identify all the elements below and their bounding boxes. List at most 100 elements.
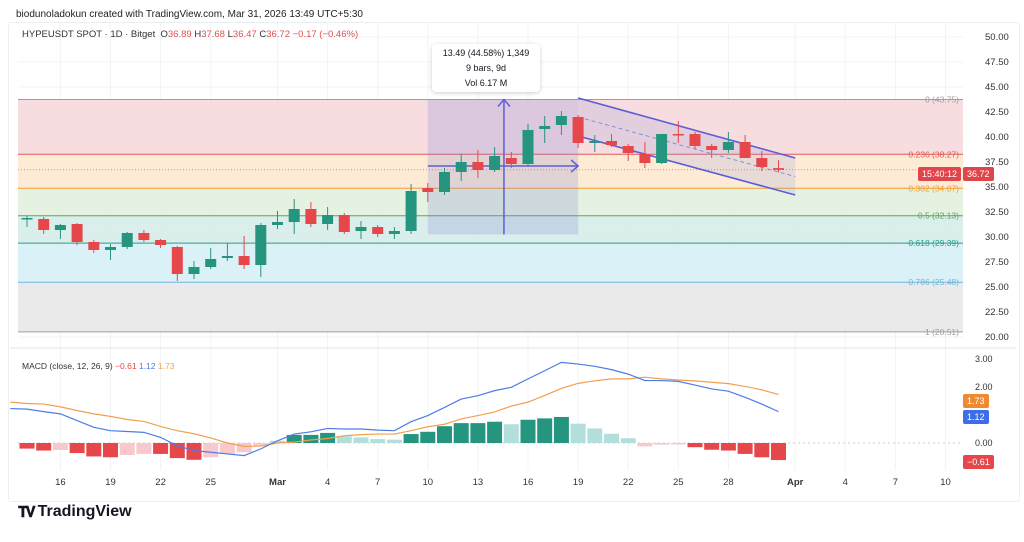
measure-change: 13.49 (44.58%) 1,349 [442,48,530,58]
macd-legend: MACD (close, 12, 26, 9) −0.61 1.12 1.73 [22,361,174,371]
candle-body [288,209,300,222]
macd-line-value: 1.12 [138,361,156,371]
symbol-title[interactable]: HYPEUSDT SPOT · 1D · Bitget [22,29,156,40]
candle-body [255,225,267,265]
high-label: H [194,29,202,40]
macd-histogram-bar [336,436,352,443]
macd-histogram-bar [687,443,703,448]
fib-level-label: 0.786 (25.48) [908,277,959,287]
change-value: −0.17 (−0.46%) [292,29,359,40]
low-label: L [227,29,233,40]
macd-histogram-bar [520,419,536,443]
candle-body [138,233,150,240]
candle-body [589,141,601,143]
candle-body [238,256,250,265]
macd-histogram-bar [86,443,102,457]
macd-histogram-bar [487,421,503,443]
fib-zone [18,243,963,283]
macd-histogram-bar [637,443,653,447]
macd-hist-value: −0.61 [115,361,137,371]
macd-histogram-bar [36,443,52,451]
macd-axis-label: 3.00 [975,354,993,364]
time-axis-label: 22 [623,477,634,488]
candle-body [773,168,784,170]
close-value: 36.72 [266,29,290,40]
macd-histogram-bar [253,443,269,446]
candle-body [672,134,684,136]
macd-histogram-bar [303,434,319,443]
candle-body [355,227,367,231]
macd-signal-value: 1.73 [157,361,175,371]
candle-body [121,233,133,247]
macd-histogram-bar [754,443,770,458]
macd-axis-label: 2.00 [975,382,993,392]
measure-bars: 9 bars, 9d [465,63,507,73]
candle-body [522,130,534,164]
brand-name: TradingView [37,503,132,520]
macd-histogram-bar [69,443,85,454]
last-price-badge: 36.72 [963,167,994,181]
time-axis-label: 25 [205,477,216,488]
macd-histogram-bar [370,439,386,443]
arrow-up-icon [497,98,511,107]
macd-histogram-bar [19,443,35,449]
macd-histogram-bar [119,443,135,456]
price-axis-label: 32.50 [985,207,1009,218]
candle-body [205,259,217,267]
time-axis-label: 22 [155,477,166,488]
price-axis-label: 20.00 [985,332,1009,343]
macd-histogram-bar [737,443,753,454]
time-axis-label: 4 [843,477,848,488]
macd-histogram-bar [587,428,603,443]
price-axis-label: 42.50 [985,107,1009,118]
candle-body [88,242,100,250]
candle-body [188,267,200,274]
macd-histogram-bar [670,443,686,445]
candle-body [622,146,634,153]
macd-histogram-bar [570,423,586,443]
time-axis-label: 19 [105,477,116,488]
time-axis-label: Apr [787,477,804,488]
channel-mid-line [577,116,796,177]
fib-level-label: 0.382 (34.87) [908,183,959,193]
time-axis-label: Mar [269,477,286,488]
tradingview-logo[interactable]: 𝐓𝐕 TradingView [18,503,132,521]
price-axis-label: 30.00 [985,232,1009,243]
price-axis-label: 47.50 [985,57,1009,68]
price-axis-label: 35.00 [985,182,1009,193]
candle-body [54,225,66,230]
time-axis-label: 16 [523,477,534,488]
time-axis-label: 13 [473,477,484,488]
macd-title[interactable]: MACD (close, 12, 26, 9) [22,361,113,371]
candle-body [21,218,33,220]
macd-histogram-bar [270,440,285,443]
candle-body [689,134,701,146]
price-axis-label: 22.50 [985,307,1009,318]
price-axis-label: 50.00 [985,32,1009,43]
fib-level-label: 0 (43.75) [925,95,959,105]
open-label: O [160,29,168,40]
fib-level-label: 0.236 (38.27) [908,149,959,159]
candle-body [472,162,484,170]
macd-signal-line [10,376,779,447]
time-axis-label: 10 [423,477,434,488]
candle-body [572,117,584,143]
candle-body [739,142,751,158]
time-axis-label: 4 [325,477,330,488]
fib-level-label: 1 (20.51) [925,327,959,337]
macd-histogram-bar [219,443,235,454]
candle-body [656,134,668,163]
candle-body [155,240,167,245]
candle-body [322,215,334,224]
candle-body [338,215,350,232]
time-axis-label: 28 [723,477,734,488]
fib-zone [18,215,963,244]
macd-histogram-bar [620,438,636,443]
fib-zone [18,99,963,155]
macd-axis-label: 0.00 [975,438,993,448]
chart-credit: biodunoladokun created with TradingView.… [16,9,363,20]
symbol-legend: HYPEUSDT SPOT · 1D · Bitget O36.89 H37.6… [22,29,358,40]
candle-body [489,156,501,170]
candle-body [639,154,651,163]
